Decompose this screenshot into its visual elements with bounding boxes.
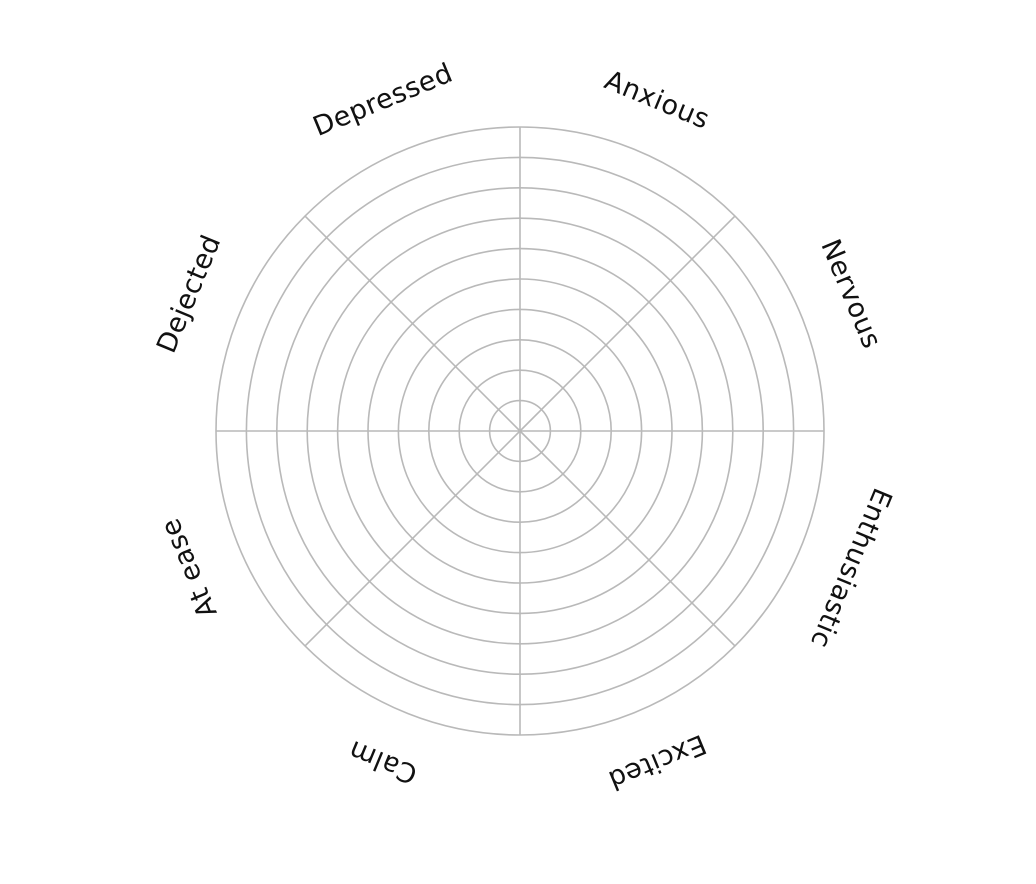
label-calm: Calm [344, 734, 422, 790]
wheel-spoke [304, 430, 521, 647]
label-excited: Excited [604, 728, 711, 796]
wheel-spokes [216, 127, 824, 735]
label-at-ease: At ease [155, 514, 224, 622]
label-enthusiastic: Enthusiastic [804, 483, 898, 652]
label-dejected: Dejected [151, 230, 227, 357]
label-nervous: Nervous [814, 235, 887, 353]
label-anxious: Anxious [600, 65, 714, 136]
wheel-spoke [304, 215, 521, 432]
wheel-spoke [519, 430, 736, 647]
label-depressed: Depressed [309, 58, 458, 143]
wheel-spoke [519, 215, 736, 432]
